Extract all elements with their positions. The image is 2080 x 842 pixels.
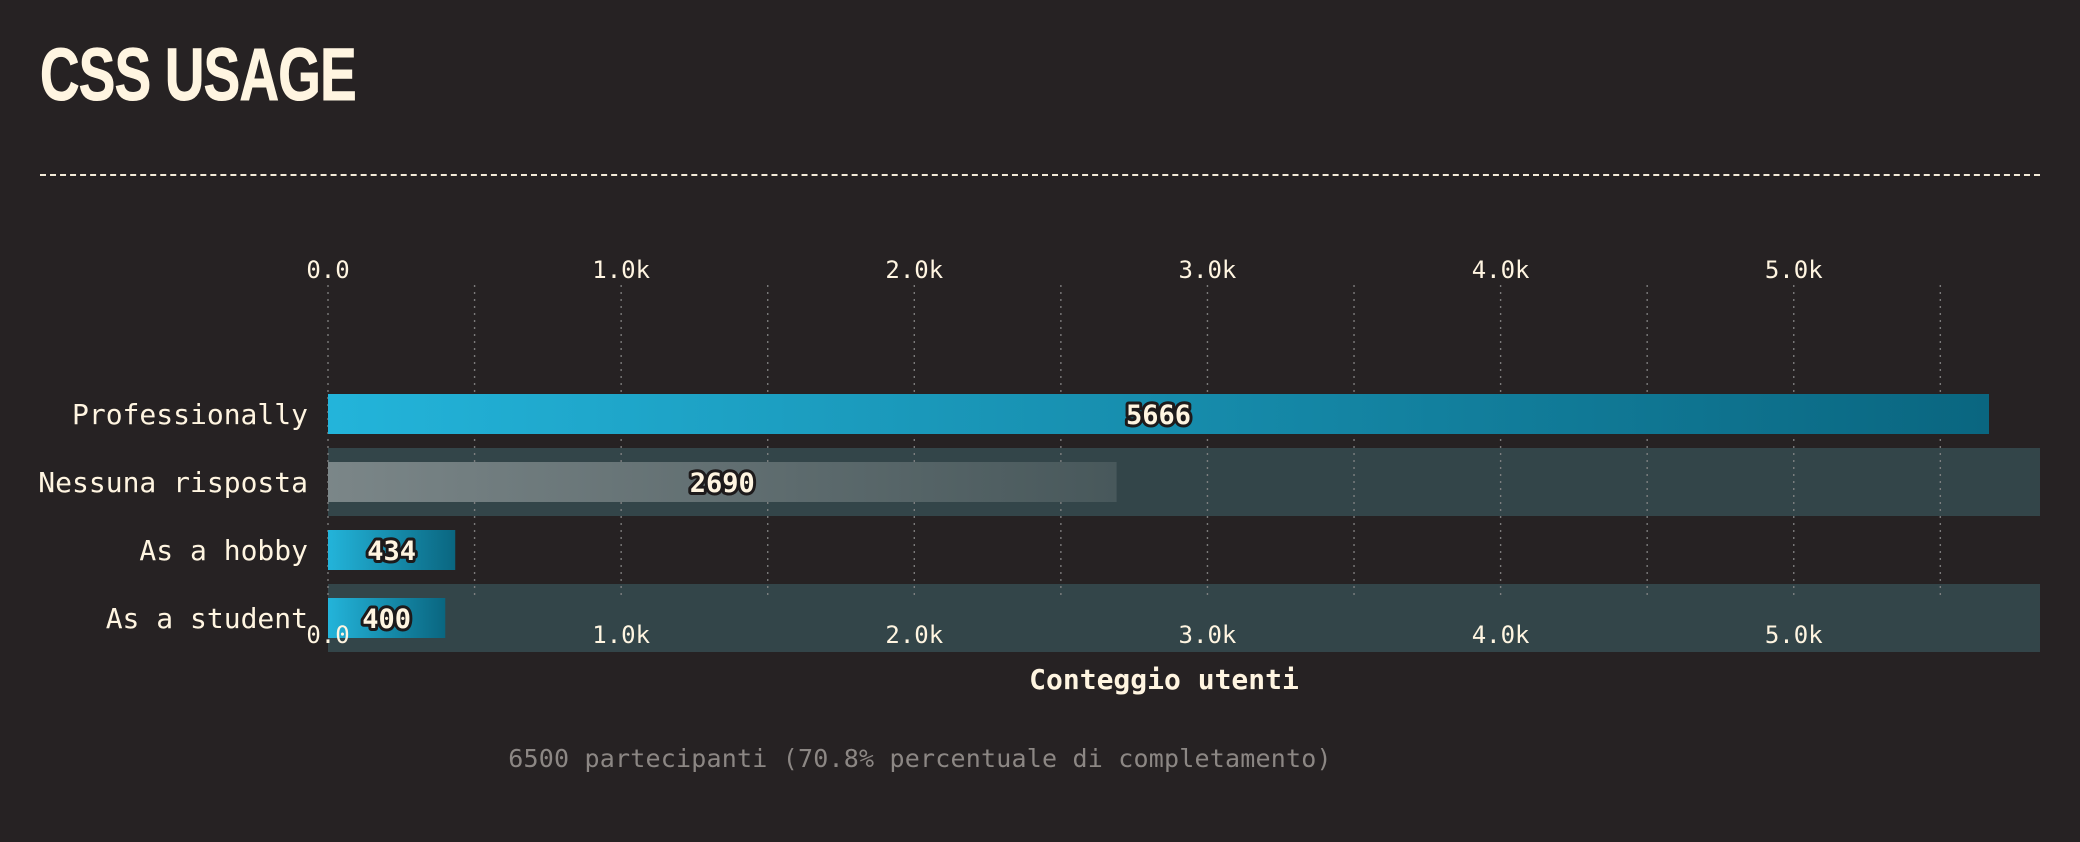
data-label: 2690 bbox=[690, 468, 755, 499]
title-divider bbox=[40, 174, 2040, 176]
tick-labels: 0.0 0.0 1.0k 1.0k 2.0k 2.0k 3.0k 3.0k 4.0k 4.0k 5.… bbox=[306, 256, 1823, 649]
top-tick-label: 5.0k bbox=[1765, 256, 1823, 284]
category-labels: Professionally Nessuna risposta As a hobby… bbox=[38, 398, 308, 635]
bottom-tick-label: 5.0k bbox=[1765, 621, 1823, 649]
category-label: Nessuna risposta bbox=[38, 466, 308, 499]
row-band bbox=[328, 584, 2040, 652]
bar bbox=[328, 462, 1117, 502]
bottom-tick-label: 3.0k bbox=[1179, 621, 1237, 649]
bottom-tick-label: 2.0k bbox=[885, 621, 943, 649]
data-labels: 5666 2690 434 400 bbox=[359, 397, 1194, 638]
top-tick-label: 2.0k bbox=[885, 256, 943, 284]
top-tick-label: 3.0k bbox=[1179, 256, 1237, 284]
data-label: 434 bbox=[367, 536, 416, 567]
data-label: 5666 bbox=[1126, 400, 1191, 431]
category-label: As a hobby bbox=[139, 534, 308, 567]
top-tick-label: 0.0 bbox=[306, 256, 349, 284]
top-tick-label: 1.0k bbox=[592, 256, 650, 284]
top-tick-label: 4.0k bbox=[1472, 256, 1530, 284]
category-label: As a student bbox=[106, 602, 308, 635]
bar bbox=[328, 530, 456, 570]
gridlines bbox=[327, 285, 1942, 595]
bottom-tick-label: 1.0k bbox=[592, 621, 650, 649]
bar bbox=[328, 598, 446, 638]
bars bbox=[328, 394, 1989, 638]
category-label: Professionally bbox=[72, 398, 308, 431]
footnote: 6500 partecipanti (70.8% percentuale di … bbox=[508, 744, 1332, 773]
page-title: CSS USAGE bbox=[40, 33, 357, 116]
data-label: 400 bbox=[362, 604, 411, 635]
bottom-tick-label: 4.0k bbox=[1472, 621, 1530, 649]
bar bbox=[328, 394, 1989, 434]
x-axis-title: Conteggio utenti bbox=[1029, 663, 1299, 696]
bottom-tick-label: 0.0 bbox=[306, 621, 349, 649]
